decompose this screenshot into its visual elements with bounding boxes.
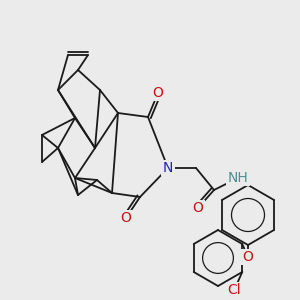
Text: O: O xyxy=(153,86,164,100)
Text: Cl: Cl xyxy=(227,283,241,297)
Text: NH: NH xyxy=(228,171,248,185)
Text: N: N xyxy=(163,161,173,175)
Text: O: O xyxy=(193,201,203,215)
Text: O: O xyxy=(121,211,131,225)
Text: O: O xyxy=(243,250,254,264)
